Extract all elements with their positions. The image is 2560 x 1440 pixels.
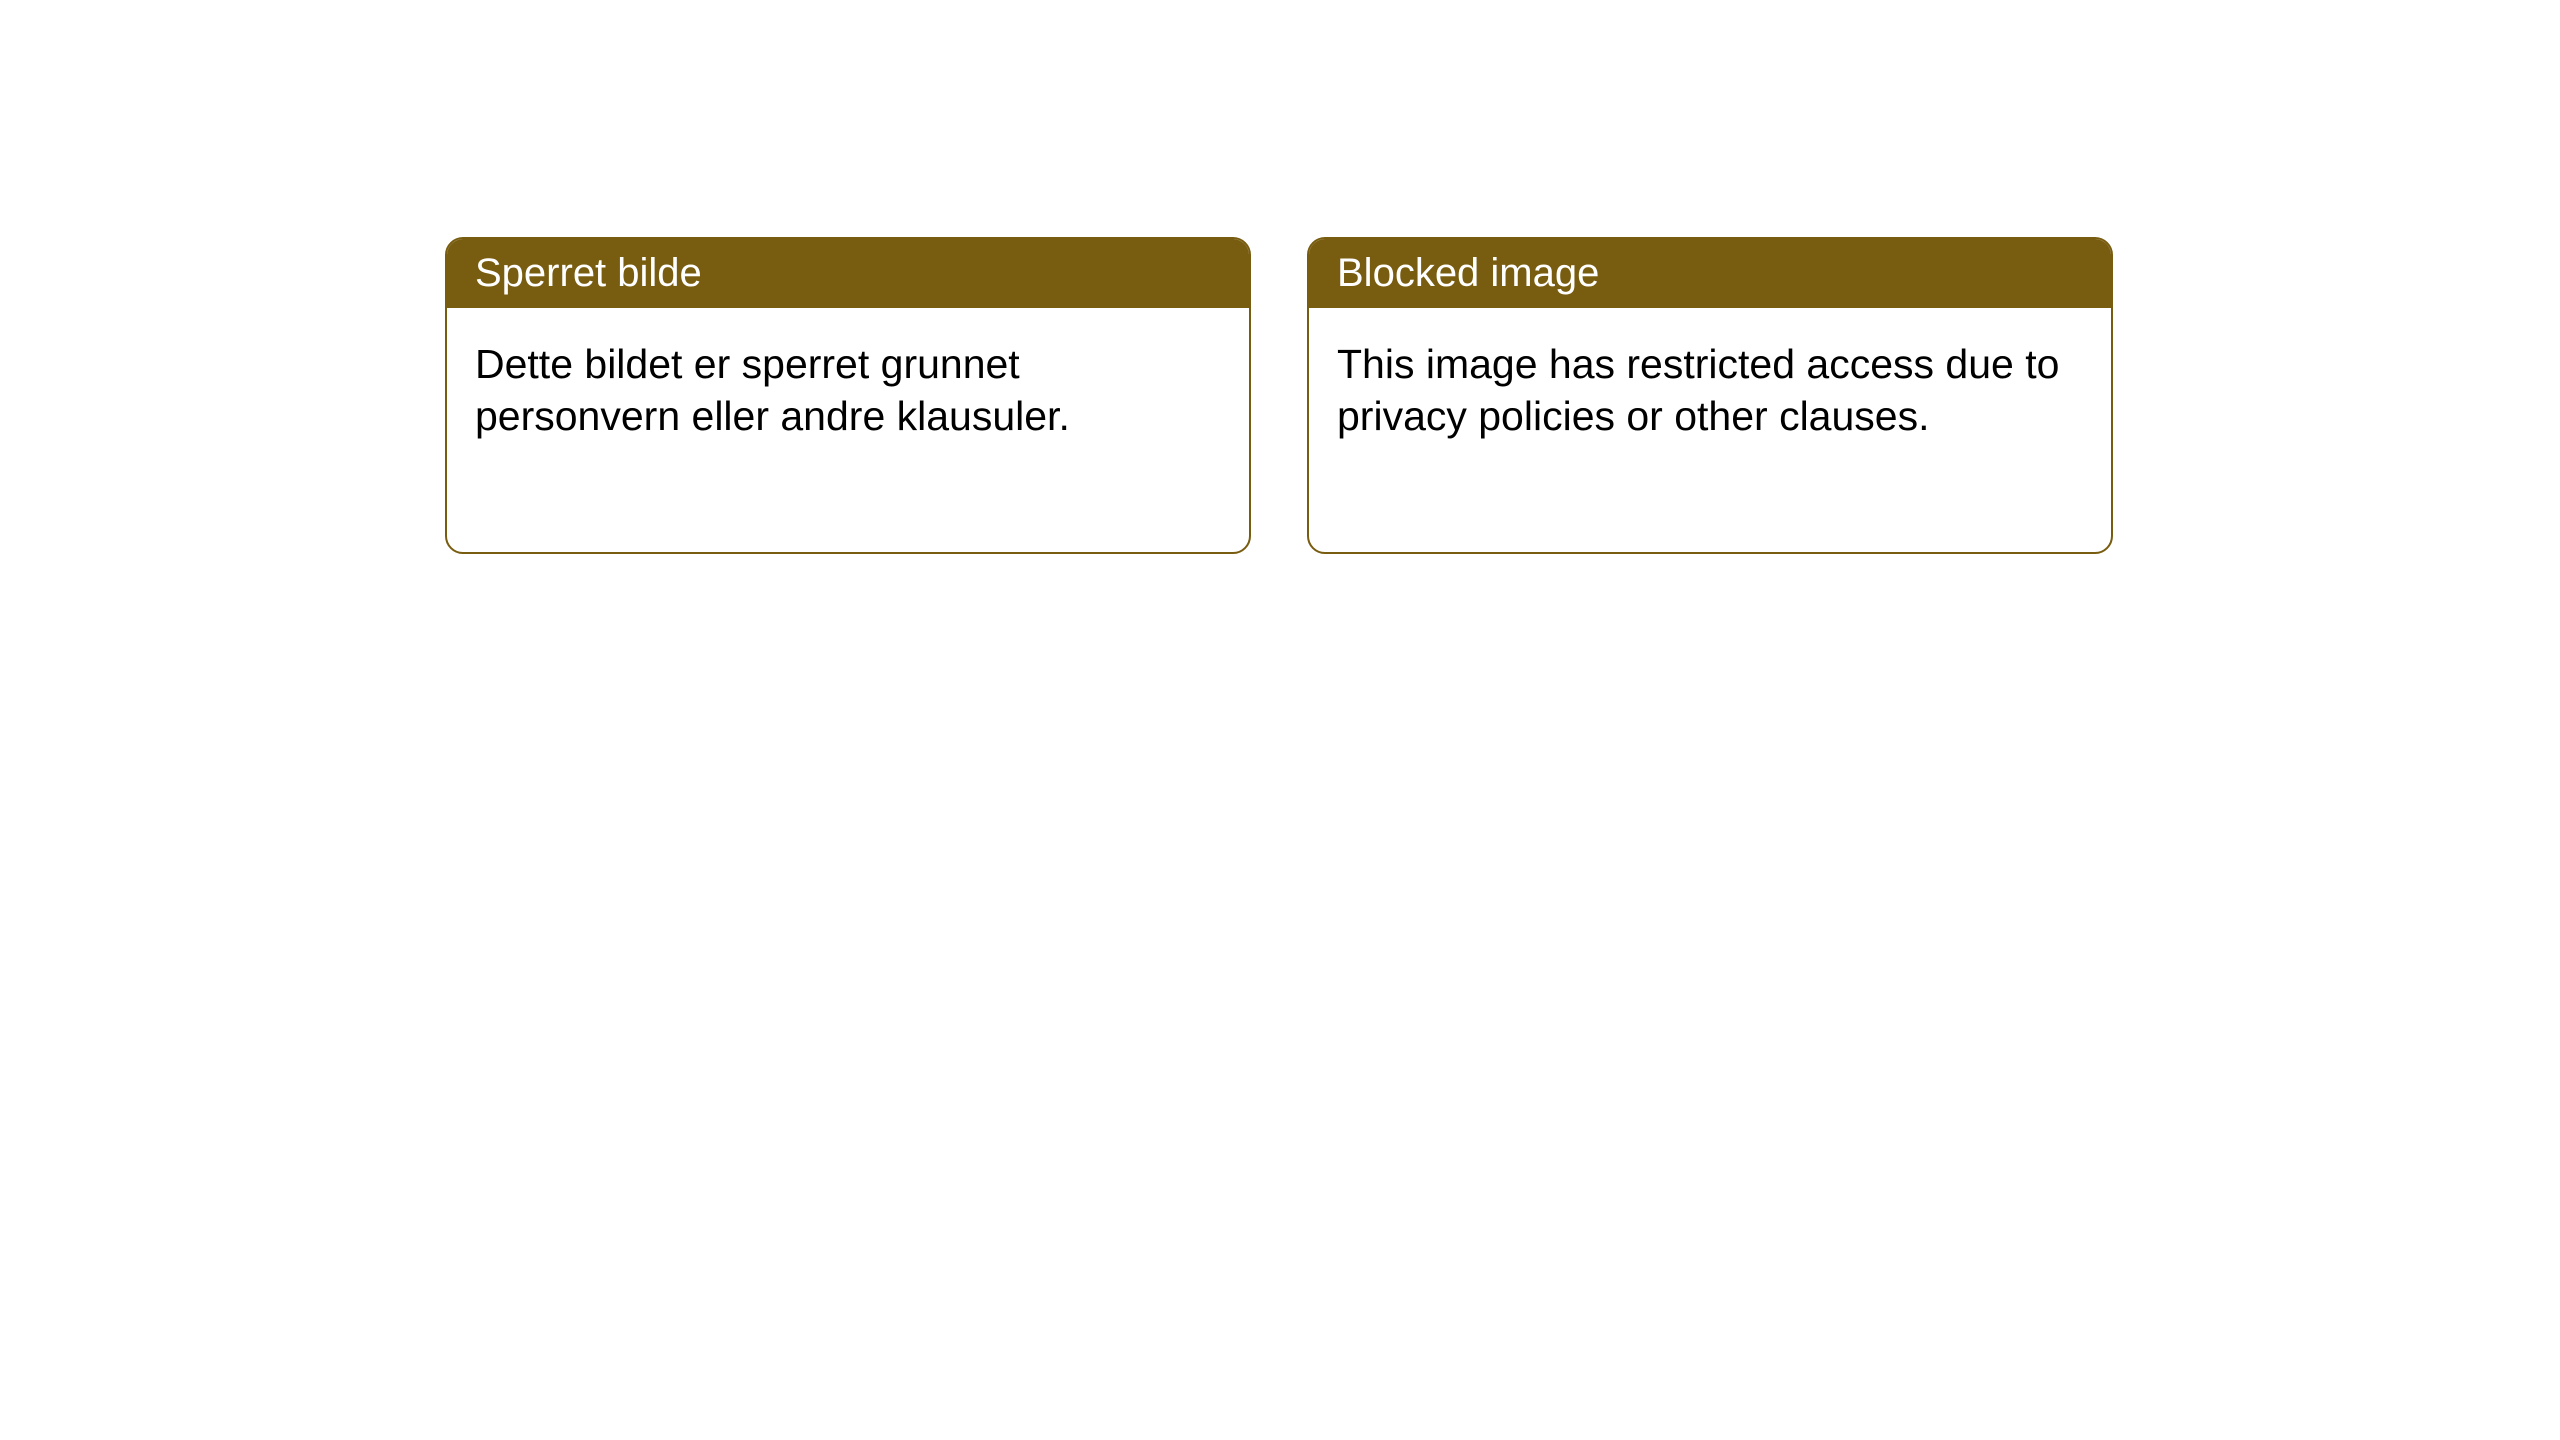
notice-card-english: Blocked image This image has restricted … [1307,237,2113,554]
card-header: Blocked image [1309,239,2111,308]
card-body-text: This image has restricted access due to … [1337,341,2059,439]
notice-cards-container: Sperret bilde Dette bildet er sperret gr… [445,237,2113,554]
card-body-text: Dette bildet er sperret grunnet personve… [475,341,1070,439]
card-title: Blocked image [1337,251,1599,295]
card-body: Dette bildet er sperret grunnet personve… [447,308,1249,552]
notice-card-norwegian: Sperret bilde Dette bildet er sperret gr… [445,237,1251,554]
card-body: This image has restricted access due to … [1309,308,2111,552]
card-header: Sperret bilde [447,239,1249,308]
card-title: Sperret bilde [475,251,702,295]
